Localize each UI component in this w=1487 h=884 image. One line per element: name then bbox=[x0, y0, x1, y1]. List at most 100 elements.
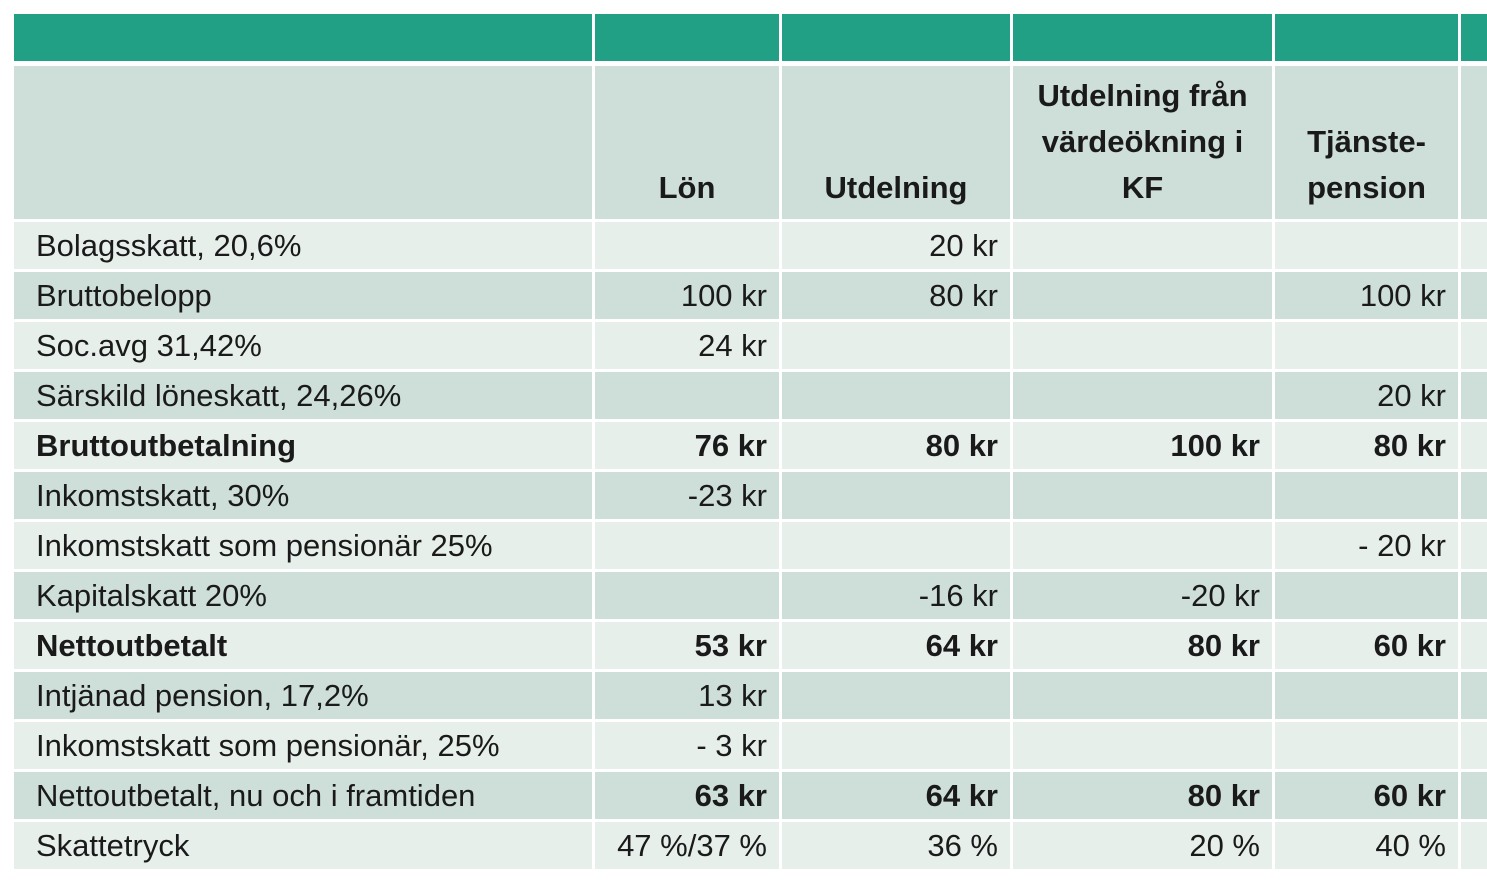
cell-value bbox=[592, 219, 779, 269]
cell-value: 80 kr bbox=[779, 419, 1010, 469]
table-row: Nettoutbetalt 53 kr 64 kr 80 kr 60 kr bbox=[14, 619, 1487, 669]
cell-value: 63 kr bbox=[592, 769, 779, 819]
cell-value bbox=[1010, 719, 1272, 769]
row-label: Bruttoutbetalning bbox=[14, 419, 592, 469]
row-label: Nettoutbetalt, nu och i framtiden bbox=[14, 769, 592, 819]
spacer-cell bbox=[1458, 769, 1487, 819]
cell-value: 60 kr bbox=[1272, 619, 1458, 669]
spacer-cell bbox=[1458, 369, 1487, 419]
cell-value bbox=[592, 369, 779, 419]
column-header: Tjänste-pension bbox=[1272, 61, 1458, 219]
spacer-cell bbox=[1458, 269, 1487, 319]
row-label: Särskild löneskatt, 24,26% bbox=[14, 369, 592, 419]
cell-value bbox=[1010, 319, 1272, 369]
row-label: Soc.avg 31,42% bbox=[14, 319, 592, 369]
cell-value bbox=[1010, 669, 1272, 719]
cell-value: 80 kr bbox=[1010, 619, 1272, 669]
cell-value bbox=[1272, 219, 1458, 269]
cell-value: - 20 kr bbox=[1272, 519, 1458, 569]
column-header-empty bbox=[1458, 61, 1487, 219]
teal-band-cell bbox=[1010, 14, 1272, 61]
cell-value: -20 kr bbox=[1010, 569, 1272, 619]
table-row: Intjänad pension, 17,2% 13 kr bbox=[14, 669, 1487, 719]
teal-band-cell bbox=[592, 14, 779, 61]
row-label: Bruttobelopp bbox=[14, 269, 592, 319]
table-body: Bolagsskatt, 20,6% 20 kr Bruttobelopp 100 k… bbox=[14, 219, 1487, 869]
teal-band-cell bbox=[779, 14, 1010, 61]
table-row: Särskild löneskatt, 24,26% 20 kr bbox=[14, 369, 1487, 419]
cell-value: 80 kr bbox=[1272, 419, 1458, 469]
spacer-cell bbox=[1458, 419, 1487, 469]
cell-value: 64 kr bbox=[779, 769, 1010, 819]
row-label: Intjänad pension, 17,2% bbox=[14, 669, 592, 719]
spacer-cell bbox=[1458, 569, 1487, 619]
cell-value: 64 kr bbox=[779, 619, 1010, 669]
spacer-cell bbox=[1458, 319, 1487, 369]
cell-value: 40 % bbox=[1272, 819, 1458, 869]
cell-value bbox=[1010, 219, 1272, 269]
cell-value bbox=[1272, 719, 1458, 769]
cell-value: 60 kr bbox=[1272, 769, 1458, 819]
cell-value bbox=[779, 369, 1010, 419]
row-label: Inkomstskatt som pensionär 25% bbox=[14, 519, 592, 569]
row-label: Inkomstskatt, 30% bbox=[14, 469, 592, 519]
cell-value bbox=[779, 469, 1010, 519]
cell-value: - 3 kr bbox=[592, 719, 779, 769]
cell-value bbox=[779, 719, 1010, 769]
cell-value: 13 kr bbox=[592, 669, 779, 719]
cell-value bbox=[1010, 369, 1272, 419]
spacer-cell bbox=[1458, 519, 1487, 569]
cell-value bbox=[779, 669, 1010, 719]
row-label: Kapitalskatt 20% bbox=[14, 569, 592, 619]
column-header-row: Lön Utdelning Utdelning från värdeökning i… bbox=[14, 61, 1487, 219]
table-row: Inkomstskatt som pensionär, 25% - 3 kr bbox=[14, 719, 1487, 769]
teal-band-row bbox=[14, 14, 1487, 61]
table-row: Bolagsskatt, 20,6% 20 kr bbox=[14, 219, 1487, 269]
cell-value bbox=[1010, 519, 1272, 569]
spacer-cell bbox=[1458, 819, 1487, 869]
spacer-cell bbox=[1458, 619, 1487, 669]
spacer-cell bbox=[1458, 719, 1487, 769]
row-label: Bolagsskatt, 20,6% bbox=[14, 219, 592, 269]
cell-value bbox=[592, 569, 779, 619]
cell-value: 80 kr bbox=[779, 269, 1010, 319]
tax-comparison-table: Lön Utdelning Utdelning från värdeökning i… bbox=[14, 14, 1487, 869]
table-row: Nettoutbetalt, nu och i framtiden 63 kr 64… bbox=[14, 769, 1487, 819]
spacer-cell bbox=[1458, 469, 1487, 519]
row-label: Nettoutbetalt bbox=[14, 619, 592, 669]
row-label: Inkomstskatt som pensionär, 25% bbox=[14, 719, 592, 769]
cell-value: -16 kr bbox=[779, 569, 1010, 619]
cell-value bbox=[1272, 569, 1458, 619]
column-header: Utdelning bbox=[779, 61, 1010, 219]
cell-value: 100 kr bbox=[1010, 419, 1272, 469]
cell-value: 20 % bbox=[1010, 819, 1272, 869]
cell-value: 100 kr bbox=[592, 269, 779, 319]
spacer-cell bbox=[1458, 669, 1487, 719]
column-header: Utdelning från värdeökning i KF bbox=[1010, 61, 1272, 219]
cell-value bbox=[1272, 319, 1458, 369]
cell-value: 100 kr bbox=[1272, 269, 1458, 319]
cell-value: 47 %/37 % bbox=[592, 819, 779, 869]
cell-value bbox=[1272, 669, 1458, 719]
column-header: Lön bbox=[592, 61, 779, 219]
table-row: Skattetryck 47 %/37 % 36 % 20 % 40 % bbox=[14, 819, 1487, 869]
cell-value bbox=[1010, 469, 1272, 519]
cell-value: 76 kr bbox=[592, 419, 779, 469]
cell-value: 36 % bbox=[779, 819, 1010, 869]
cell-value bbox=[1272, 469, 1458, 519]
cell-value bbox=[779, 319, 1010, 369]
table-row: Inkomstskatt som pensionär 25% - 20 kr bbox=[14, 519, 1487, 569]
teal-band-cell bbox=[1272, 14, 1458, 61]
teal-band-cell bbox=[1458, 14, 1487, 61]
spacer-cell bbox=[1458, 219, 1487, 269]
table-row: Bruttoutbetalning 76 kr 80 kr 100 kr 80 kr bbox=[14, 419, 1487, 469]
column-header-empty bbox=[14, 61, 592, 219]
table-row: Soc.avg 31,42% 24 kr bbox=[14, 319, 1487, 369]
cell-value bbox=[592, 519, 779, 569]
cell-value: 20 kr bbox=[779, 219, 1010, 269]
table-row: Kapitalskatt 20% -16 kr -20 kr bbox=[14, 569, 1487, 619]
cell-value: 20 kr bbox=[1272, 369, 1458, 419]
cell-value bbox=[779, 519, 1010, 569]
cell-value bbox=[1010, 269, 1272, 319]
cell-value: 80 kr bbox=[1010, 769, 1272, 819]
